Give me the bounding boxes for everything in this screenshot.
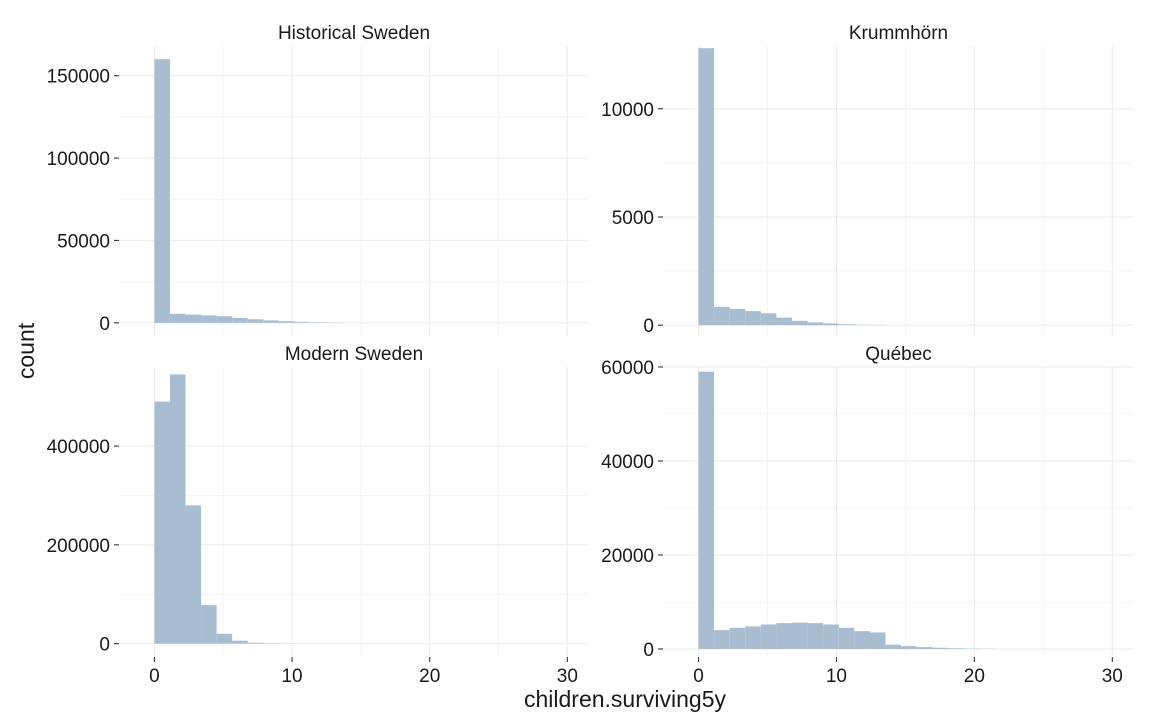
histogram-bar (792, 622, 808, 649)
y-tick-label: 0 (643, 316, 654, 337)
facet-panel: Québec 0 20000 40000 60000 0 10 20 30 (601, 344, 1133, 687)
x-tick-label: 0 (149, 666, 160, 687)
histogram-bar (760, 313, 777, 326)
facet-title: Modern Sweden (285, 344, 423, 365)
histogram-bar (154, 59, 170, 323)
x-tick-label: 0 (693, 666, 704, 687)
histogram-bar (278, 321, 295, 323)
facet-panel: Krummhörn 0 5000 10000 (601, 23, 1133, 337)
histogram-bar (916, 647, 933, 649)
y-tick-label: 0 (643, 640, 654, 661)
x-tick-label: 20 (419, 666, 440, 687)
histogram-bar (216, 316, 233, 323)
y-tick-label: 60000 (601, 358, 654, 379)
y-tick-label: 0 (99, 314, 110, 335)
y-tick-label: 150000 (47, 67, 110, 88)
x-axis-title: children.surviving5y (524, 686, 726, 712)
x-tick-label: 10 (826, 666, 847, 687)
facet-panel: Historical Sweden 0 50000 100000 150000 (47, 23, 588, 336)
y-axis-title: count (13, 322, 39, 379)
histogram-bar (760, 624, 777, 649)
histogram-bar (185, 505, 202, 644)
y-tick-label: 0 (99, 635, 110, 656)
histogram-bar (854, 631, 870, 649)
x-tick-label: 20 (964, 666, 985, 687)
histogram-bar (185, 314, 202, 323)
facet-title: Historical Sweden (278, 23, 430, 44)
histogram-bar (201, 605, 217, 644)
facet-title: Krummhörn (849, 23, 948, 44)
histogram-bar (698, 371, 715, 649)
x-tick-label: 10 (281, 666, 302, 687)
x-tick-label: 30 (1102, 666, 1123, 687)
histogram-bar (294, 321, 310, 323)
histogram-bar (745, 626, 761, 649)
y-tick-label: 5000 (612, 208, 654, 229)
histogram-bar (729, 308, 746, 326)
histogram-bar (807, 623, 824, 649)
histogram-bar (776, 317, 793, 326)
histogram-bar (263, 320, 279, 323)
histogram-bar (169, 313, 186, 323)
histogram-bar (745, 311, 761, 326)
histogram-bar (714, 630, 730, 649)
y-tick-label: 100000 (47, 149, 110, 170)
histogram-bar (698, 48, 715, 326)
histogram-bar (947, 648, 964, 649)
histogram-bar (792, 320, 808, 326)
histogram-bar (247, 319, 264, 323)
histogram-bar (201, 315, 217, 323)
histogram-bar (232, 640, 248, 644)
histogram-bar (169, 374, 186, 644)
y-tick-label: 40000 (601, 452, 654, 473)
histogram-bar (714, 306, 730, 326)
x-tick-label: 30 (557, 666, 578, 687)
histogram-bar (776, 623, 793, 649)
histogram-bar (932, 647, 948, 649)
histogram-bar (869, 632, 886, 649)
histogram-bar (823, 624, 839, 649)
facet-title: Québec (865, 344, 932, 365)
y-tick-label: 10000 (601, 100, 654, 121)
y-tick-label: 400000 (47, 437, 110, 458)
histogram-bar (729, 627, 746, 649)
histogram-bar (838, 324, 855, 326)
histogram-bar (154, 401, 170, 644)
histogram-bar (807, 322, 824, 326)
y-tick-label: 20000 (601, 546, 654, 567)
histogram-bar (838, 627, 855, 649)
y-tick-label: 200000 (47, 536, 110, 557)
histogram-bar (216, 633, 233, 644)
facet-panel: Modern Sweden 0 200000 400000 0 10 20 30 (47, 344, 588, 687)
histogram-bar (823, 323, 839, 326)
histogram-bar (885, 644, 902, 649)
histogram-bar (247, 642, 264, 644)
y-tick-label: 50000 (57, 231, 110, 252)
histogram-bar (901, 646, 917, 649)
histogram-bar (232, 317, 248, 323)
